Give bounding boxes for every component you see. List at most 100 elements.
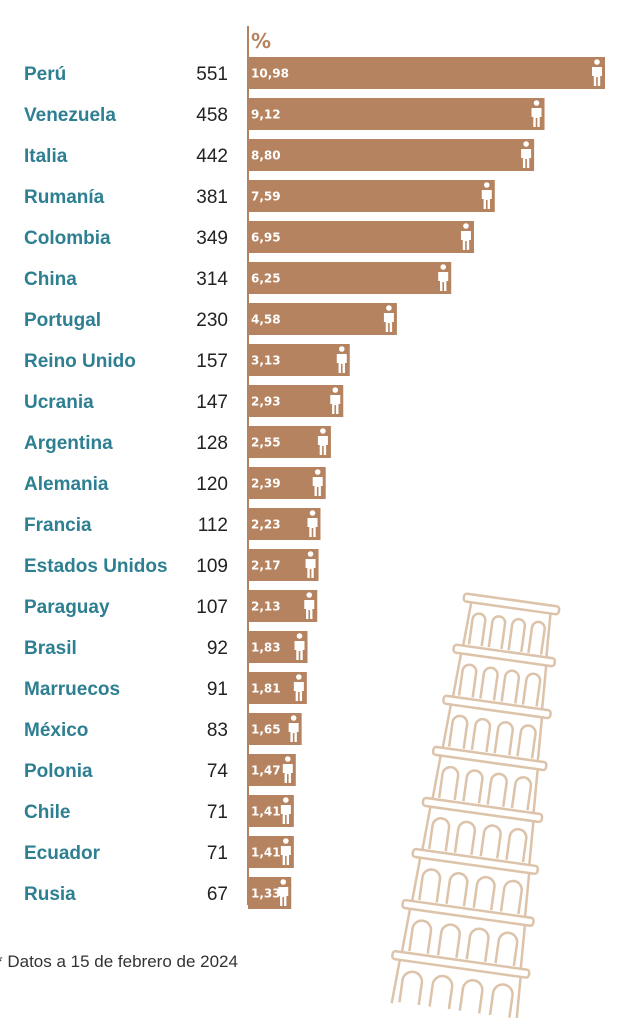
- value-label: 2,13: [251, 600, 281, 614]
- category-label: Brasil: [24, 638, 77, 659]
- chart-row: Perú 551 10,98: [24, 57, 605, 89]
- chart-row: Estados Unidos 109 2,17: [24, 549, 319, 581]
- count-label: 71: [207, 843, 228, 864]
- count-label: 112: [198, 515, 228, 536]
- bar: [248, 221, 474, 253]
- person-icon: [293, 674, 304, 701]
- value-label: 4,58: [251, 313, 281, 327]
- value-label: 1,81: [251, 682, 281, 696]
- count-label: 71: [207, 802, 228, 823]
- person-icon: [288, 715, 299, 742]
- category-label: Venezuela: [24, 105, 116, 126]
- count-label: 458: [196, 105, 228, 126]
- category-label: Ecuador: [24, 843, 101, 864]
- value-label: 1,41: [251, 846, 281, 860]
- value-label: 2,55: [251, 436, 281, 450]
- person-icon: [481, 182, 492, 209]
- bar: [248, 262, 452, 294]
- bar: [248, 344, 350, 376]
- value-label: 1,83: [251, 641, 281, 655]
- bar: [248, 139, 535, 171]
- category-label: Argentina: [24, 433, 113, 454]
- value-label: 9,12: [251, 108, 281, 122]
- person-icon: [278, 879, 289, 906]
- count-label: 67: [207, 884, 228, 905]
- bar: [248, 180, 495, 212]
- category-label: Francia: [24, 515, 92, 536]
- category-label: Reino Unido: [24, 351, 136, 372]
- person-icon: [330, 387, 341, 414]
- chart-row: Portugal 230 4,58: [24, 303, 397, 335]
- value-label: 1,41: [251, 805, 281, 819]
- count-label: 74: [207, 761, 229, 782]
- person-icon: [282, 756, 293, 783]
- count-label: 128: [196, 433, 228, 454]
- count-label: 230: [196, 310, 228, 331]
- unit-label: %: [251, 29, 271, 53]
- value-label: 7,59: [251, 190, 281, 204]
- person-icon: [312, 469, 323, 496]
- chart-row: Brasil 92 1,83: [24, 631, 308, 663]
- count-label: 107: [196, 597, 228, 618]
- value-label: 2,17: [251, 559, 281, 573]
- count-label: 349: [196, 228, 228, 249]
- person-icon: [438, 264, 449, 291]
- category-label: Chile: [24, 802, 70, 823]
- footnote: * Datos a 15 de febrero de 2024: [0, 952, 238, 971]
- person-icon: [280, 838, 291, 865]
- chart-row: Rumanía 381 7,59: [24, 180, 495, 212]
- chart-row: Rusia 67 1,33: [24, 877, 292, 909]
- leaning-tower-shape: [390, 592, 561, 1018]
- value-label: 2,39: [251, 477, 281, 491]
- person-icon: [531, 100, 542, 127]
- value-label: 8,80: [251, 149, 281, 163]
- count-label: 157: [196, 351, 228, 372]
- person-icon: [592, 59, 602, 86]
- person-icon: [307, 510, 318, 537]
- chart-row: Francia 112 2,23: [24, 508, 321, 540]
- category-label: China: [24, 269, 77, 290]
- person-icon: [383, 305, 394, 332]
- category-label: Rusia: [24, 884, 76, 905]
- value-label: 1,33: [251, 887, 281, 901]
- bar: [248, 385, 344, 417]
- category-label: Italia: [24, 146, 68, 167]
- person-icon: [304, 592, 315, 619]
- person-icon: [280, 797, 291, 824]
- chart-row: Marruecos 91 1,81: [24, 672, 307, 704]
- chart-row: México 83 1,65: [24, 713, 302, 745]
- count-label: 442: [196, 146, 228, 167]
- count-label: 92: [207, 638, 228, 659]
- category-label: Polonia: [24, 761, 93, 782]
- bar: [248, 57, 605, 89]
- value-label: 3,13: [251, 354, 281, 368]
- bar: [248, 98, 545, 130]
- chart-row: Paraguay 107 2,13: [24, 590, 318, 622]
- chart-row: Colombia 349 6,95: [24, 221, 474, 253]
- category-label: Marruecos: [24, 679, 120, 700]
- chart-row: Ecuador 71 1,41: [24, 836, 294, 868]
- chart-row: Alemania 120 2,39: [24, 467, 326, 499]
- count-label: 551: [196, 64, 228, 85]
- person-icon: [336, 346, 347, 373]
- count-label: 147: [196, 392, 228, 413]
- category-label: Rumanía: [24, 187, 105, 208]
- chart-row: Venezuela 458 9,12: [24, 98, 545, 130]
- count-label: 314: [196, 269, 228, 290]
- person-icon: [521, 141, 532, 168]
- bar: [248, 303, 397, 335]
- category-label: Colombia: [24, 228, 111, 249]
- count-label: 109: [196, 556, 228, 577]
- person-icon: [460, 223, 471, 250]
- chart-row: Ucrania 147 2,93: [24, 385, 344, 417]
- value-label: 2,23: [251, 518, 281, 532]
- category-label: Ucrania: [24, 392, 94, 413]
- category-label: Estados Unidos: [24, 556, 168, 577]
- person-icon: [305, 551, 316, 578]
- value-label: 6,25: [251, 272, 281, 286]
- category-label: Portugal: [24, 310, 101, 331]
- chart-row: Reino Unido 157 3,13: [24, 344, 350, 376]
- value-label: 6,95: [251, 231, 281, 245]
